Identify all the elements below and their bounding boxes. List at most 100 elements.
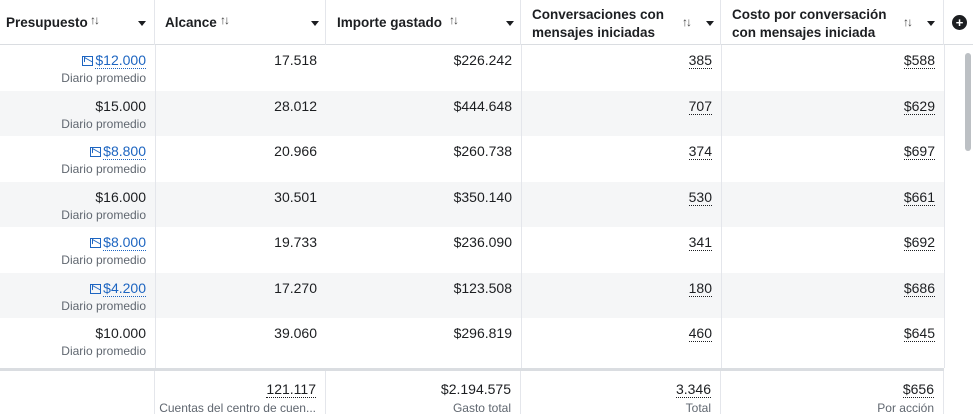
cell-presupuesto: $4.200 Diario promedio bbox=[0, 273, 155, 318]
cell-presupuesto: $15.000 Diario promedio bbox=[0, 91, 155, 136]
budget-amount: $15.000 bbox=[95, 97, 146, 114]
column-header-importe-gastado[interactable]: Importe gastado ↑↓ bbox=[326, 0, 521, 45]
cell-convs: 180 bbox=[521, 273, 721, 318]
sort-icon[interactable]: ↑↓ bbox=[682, 15, 692, 29]
cost-per-conversation-value[interactable]: $661 bbox=[903, 188, 935, 206]
cost-per-conversation-value[interactable]: $588 bbox=[903, 52, 935, 69]
cell-reach: 30.501 bbox=[155, 182, 326, 227]
sort-icon[interactable]: ↑↓ bbox=[90, 13, 100, 27]
spent-value: $123.508 bbox=[453, 279, 512, 296]
budget-amount[interactable]: $8.000 bbox=[103, 234, 146, 251]
cell-convs: 341 bbox=[521, 227, 721, 272]
totals-cost-value[interactable]: $656 bbox=[902, 381, 934, 398]
budget-sub-label: Diario promedio bbox=[61, 344, 146, 358]
conversations-value[interactable]: 460 bbox=[688, 325, 712, 342]
table-row[interactable]: $10.000 Diario promedio 39.060 $296.819 460 $… bbox=[0, 318, 944, 363]
cost-per-conversation-value[interactable]: $692 bbox=[903, 234, 935, 251]
chevron-down-icon[interactable] bbox=[138, 21, 146, 26]
cell-presupuesto: $8.000 Diario promedio bbox=[0, 227, 155, 272]
reach-value: 28.012 bbox=[274, 97, 317, 114]
cost-per-conversation-value[interactable]: $645 bbox=[903, 325, 935, 342]
table-header: Presupuesto ↑↓ Alcance ↑↓ Importe gastad… bbox=[0, 0, 973, 45]
cost-per-conversation-value[interactable]: $629 bbox=[903, 97, 935, 115]
table-row[interactable]: $8.000 Diario promedio 19.733 $236.090 341 $6… bbox=[0, 227, 944, 272]
totals-cost-label: Por acción bbox=[877, 401, 934, 414]
conversations-value[interactable]: 341 bbox=[688, 234, 712, 251]
cell-reach: 17.518 bbox=[155, 45, 326, 90]
conversations-value[interactable]: 374 bbox=[688, 143, 712, 160]
totals-cell-alcance: 121.117 Cuentas del centro de cuen... bbox=[155, 371, 326, 414]
chevron-down-icon[interactable] bbox=[706, 21, 714, 26]
vertical-scrollbar[interactable] bbox=[944, 45, 973, 368]
conversations-value[interactable]: 180 bbox=[688, 279, 712, 297]
scrollbar-thumb[interactable] bbox=[965, 53, 971, 151]
cell-cost: $697 bbox=[721, 136, 944, 181]
cell-spent: $226.242 bbox=[326, 45, 521, 90]
column-label: Presupuesto bbox=[6, 15, 88, 30]
budget-value[interactable]: $8.800 bbox=[90, 143, 146, 160]
column-header-presupuesto[interactable]: Presupuesto ↑↓ bbox=[0, 0, 155, 45]
spent-value: $444.648 bbox=[453, 97, 512, 114]
cell-spent: $260.738 bbox=[326, 136, 521, 181]
cell-cost: $686 bbox=[721, 273, 944, 318]
cell-convs: 460 bbox=[521, 318, 721, 363]
cell-cost: $692 bbox=[721, 227, 944, 272]
sort-icon[interactable]: ↑↓ bbox=[903, 15, 913, 29]
column-divider bbox=[721, 45, 722, 368]
column-divider bbox=[521, 45, 522, 368]
totals-convs-label: Total bbox=[685, 401, 711, 414]
column-header-conversaciones[interactable]: Conversaciones con mensajes iniciadas ↑↓ bbox=[521, 0, 721, 45]
totals-reach-value[interactable]: 121.117 bbox=[266, 381, 316, 398]
conversations-value[interactable]: 385 bbox=[688, 52, 712, 69]
chevron-down-icon[interactable] bbox=[311, 21, 319, 26]
cell-presupuesto: $16.000 Diario promedio bbox=[0, 182, 155, 227]
table-row[interactable]: $8.800 Diario promedio 20.966 $260.738 374 $6… bbox=[0, 136, 944, 181]
column-label-line2: con mensajes iniciada bbox=[732, 25, 876, 40]
table-row[interactable]: $12.000 Diario promedio 17.518 $226.242 385 $… bbox=[0, 45, 944, 90]
conversations-value[interactable]: 530 bbox=[688, 188, 712, 206]
column-header-alcance[interactable]: Alcance ↑↓ bbox=[155, 0, 326, 45]
budget-sub-label: Diario promedio bbox=[61, 207, 146, 222]
budget-value[interactable]: $12.000 bbox=[82, 52, 146, 69]
budget-value[interactable]: $8.000 bbox=[90, 234, 146, 251]
reach-value: 17.518 bbox=[274, 52, 317, 68]
cell-spent: $236.090 bbox=[326, 227, 521, 272]
reach-value: 20.966 bbox=[274, 143, 317, 159]
conversations-value[interactable]: 707 bbox=[688, 97, 712, 115]
cell-reach: 39.060 bbox=[155, 318, 326, 363]
cell-spent: $123.508 bbox=[326, 273, 521, 318]
cell-presupuesto: $8.800 Diario promedio bbox=[0, 136, 155, 181]
spent-value: $236.090 bbox=[453, 234, 512, 250]
cell-presupuesto: $12.000 Diario promedio bbox=[0, 45, 155, 90]
totals-reach-label: Cuentas del centro de cuen... bbox=[159, 401, 316, 414]
totals-spent-value: $2.194.575 bbox=[440, 381, 511, 397]
cost-per-conversation-value[interactable]: $697 bbox=[903, 143, 935, 160]
cell-reach: 20.966 bbox=[155, 136, 326, 181]
sort-icon[interactable]: ↑↓ bbox=[449, 13, 459, 27]
cost-per-conversation-value[interactable]: $686 bbox=[903, 279, 935, 297]
cell-convs: 374 bbox=[521, 136, 721, 181]
cell-spent: $444.648 bbox=[326, 91, 521, 136]
chart-icon bbox=[90, 147, 102, 157]
budget-value[interactable]: $4.200 bbox=[90, 279, 146, 297]
totals-convs-value[interactable]: 3.346 bbox=[675, 381, 711, 398]
budget-sub-label: Diario promedio bbox=[61, 253, 146, 267]
table-row[interactable]: $16.000 Diario promedio 30.501 $350.140 530 $… bbox=[0, 181, 944, 227]
plus-circle-icon[interactable]: + bbox=[952, 15, 967, 30]
cell-cost: $588 bbox=[721, 45, 944, 90]
chevron-down-icon[interactable] bbox=[506, 21, 514, 26]
budget-amount[interactable]: $12.000 bbox=[95, 52, 146, 69]
budget-amount[interactable]: $4.200 bbox=[103, 279, 146, 297]
spent-value: $350.140 bbox=[453, 188, 512, 205]
chevron-down-icon[interactable] bbox=[927, 21, 935, 26]
cell-convs: 385 bbox=[521, 45, 721, 90]
column-label-line1: Costo por conversación bbox=[732, 7, 887, 22]
spent-value: $260.738 bbox=[453, 143, 512, 159]
column-header-costo-por-conversacion[interactable]: Costo por conversación con mensajes inic… bbox=[721, 0, 944, 45]
table-row[interactable]: $4.200 Diario promedio 17.270 $123.508 180 $6… bbox=[0, 272, 944, 318]
column-label-line1: Conversaciones con bbox=[532, 7, 665, 22]
sort-icon[interactable]: ↑↓ bbox=[220, 13, 230, 27]
table-row[interactable]: $15.000 Diario promedio 28.012 $444.648 707 $… bbox=[0, 90, 944, 136]
budget-amount[interactable]: $8.800 bbox=[103, 143, 146, 160]
